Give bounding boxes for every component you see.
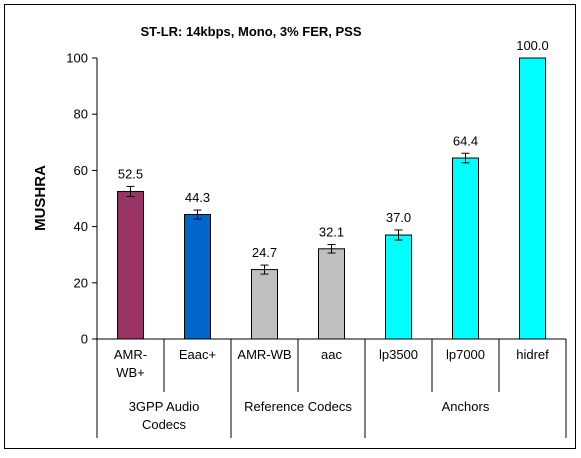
bar <box>385 234 412 340</box>
group-label: 3GPP Audio Codecs <box>129 399 200 432</box>
y-axis-label: MUSHRA <box>32 165 49 231</box>
group-label: Anchors <box>442 399 490 414</box>
category-label: AMR-WB+ <box>114 347 147 380</box>
category-label: aac <box>321 347 342 362</box>
category-label: lp7000 <box>446 347 485 362</box>
category-label: lp3500 <box>379 347 418 362</box>
y-tick-label: 80 <box>74 107 88 122</box>
category-label: Eaac+ <box>179 347 216 362</box>
data-label: 64.4 <box>453 133 478 148</box>
data-label: 32.1 <box>319 225 344 240</box>
y-tick-label: 40 <box>74 219 88 234</box>
bar <box>117 190 144 340</box>
y-tick-label: 100 <box>66 51 88 66</box>
bar <box>184 214 211 340</box>
data-label: 24.7 <box>252 245 277 260</box>
chart-border <box>4 4 576 449</box>
data-label: 44.3 <box>185 190 210 205</box>
y-tick-label: 0 <box>81 332 88 347</box>
chart-title: ST-LR: 14kbps, Mono, 3% FER, PSS <box>140 24 361 39</box>
bar <box>251 269 278 340</box>
data-label: 100.0 <box>516 38 549 53</box>
bar <box>318 248 345 340</box>
y-tick-label: 20 <box>74 275 88 290</box>
bars: 52.5 44.3 24.7 32.1 37.0 64.4 100.0 <box>117 38 549 340</box>
bar <box>452 157 479 340</box>
data-label: 37.0 <box>386 210 411 225</box>
bar <box>519 57 546 340</box>
data-label: 52.5 <box>118 166 143 181</box>
y-tick-label: 60 <box>74 163 88 178</box>
category-label: hidref <box>516 347 549 362</box>
x-axis: AMR-WB+ Eaac+ AMR-WB aac lp3500 lp7000 hidref 3… <box>96 338 567 438</box>
y-axis: 0 20 40 60 80 100 <box>66 51 98 347</box>
category-label: AMR-WB <box>237 347 291 362</box>
group-label: Reference Codecs <box>244 399 352 414</box>
